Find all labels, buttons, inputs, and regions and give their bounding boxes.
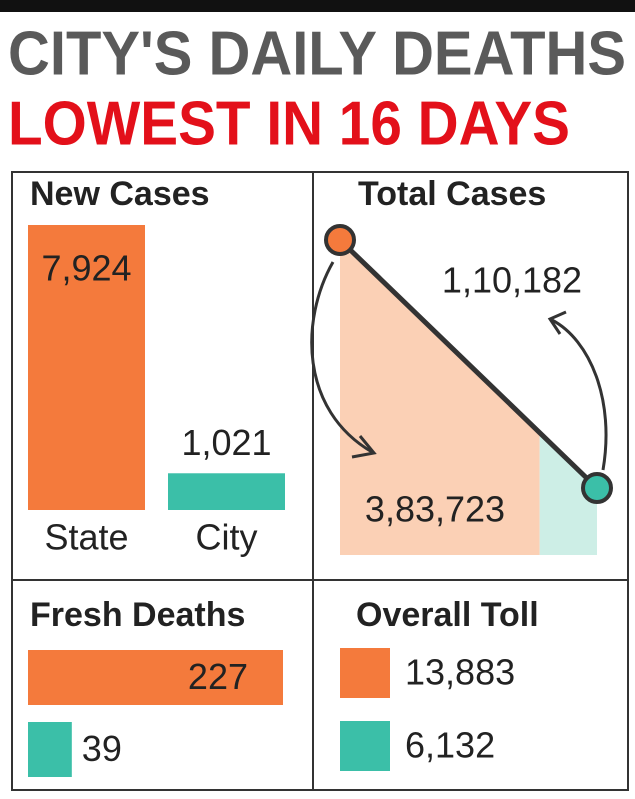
bar xyxy=(28,722,72,777)
arrow-head xyxy=(351,435,377,459)
frame xyxy=(11,171,629,791)
value-label: 13,883 xyxy=(405,652,515,693)
headline-line2: LOWEST IN 16 DAYS xyxy=(8,89,570,158)
area xyxy=(340,240,540,555)
category-label: City xyxy=(196,517,258,558)
value-label: 6,132 xyxy=(405,725,495,766)
top-band xyxy=(0,0,635,12)
arrow-curve xyxy=(551,318,608,471)
value-label: 39 xyxy=(82,728,122,769)
swatch xyxy=(340,648,390,698)
value-label: 1,021 xyxy=(181,422,271,463)
marks xyxy=(28,224,613,777)
panel-title: Fresh Deaths xyxy=(30,596,245,634)
bar xyxy=(168,473,285,510)
arrow-curve xyxy=(310,261,373,454)
area xyxy=(539,432,597,555)
arrow-head xyxy=(547,310,567,335)
bar xyxy=(28,225,145,510)
swatch xyxy=(340,721,390,771)
panel-title: Overall Toll xyxy=(356,596,539,634)
value-label: 227 xyxy=(188,656,248,697)
value-label: 1,10,182 xyxy=(442,260,582,301)
value-label: 7,924 xyxy=(41,248,131,289)
panel-title: Total Cases xyxy=(358,175,546,213)
panel-title: New Cases xyxy=(30,175,210,213)
connector xyxy=(338,238,599,490)
headline-line1: CITY'S DAILY DEATHS xyxy=(8,19,626,88)
point xyxy=(581,472,613,504)
point xyxy=(324,224,356,256)
bar xyxy=(28,650,283,705)
value-label: 3,83,723 xyxy=(365,489,505,530)
category-label: State xyxy=(44,517,128,558)
